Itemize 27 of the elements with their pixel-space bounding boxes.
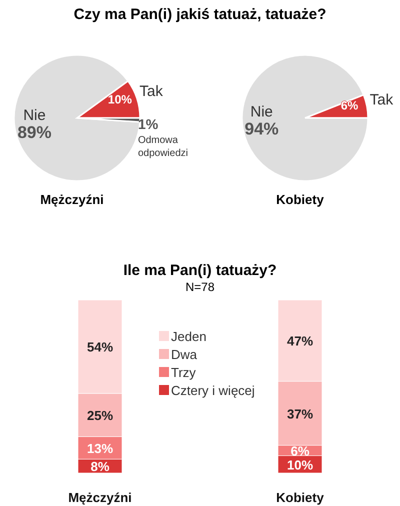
data-label: 13% — [86, 440, 114, 456]
data-label: 47% — [286, 334, 314, 349]
data-label: 10% — [286, 457, 314, 472]
slice-label: Nie — [23, 106, 46, 124]
text: Kobiety — [275, 192, 325, 207]
data-label: 54% — [86, 340, 114, 355]
slice-label: Tak — [140, 83, 164, 100]
chart-title: Ile ma Pan(i) tatuaży? — [122, 262, 278, 280]
slice-label: Tak — [370, 92, 394, 109]
slice-label: Nie — [250, 103, 273, 120]
legend-label: Trzy — [171, 364, 196, 380]
data-label: 6% — [290, 444, 310, 459]
chart-title: Czy ma Pan(i) jakiś tatuaż, tatuaże? — [72, 6, 328, 23]
data-label: 1% — [138, 116, 159, 132]
chart-subtitle: N=78 — [184, 280, 216, 296]
data-label: 25% — [86, 408, 114, 424]
data-label: 94% — [244, 119, 279, 138]
slice-label: Odmowa odpowiedzi — [138, 135, 188, 160]
data-label: 89% — [17, 122, 52, 142]
data-label: 10% — [108, 92, 132, 106]
legend-label: Cztery i więcej — [171, 382, 255, 398]
data-label: 8% — [90, 459, 110, 474]
text: Mężczyźni — [39, 192, 105, 207]
legend-label: Jeden — [171, 328, 206, 344]
legend-label: Dwa — [171, 346, 198, 362]
data-label: 37% — [286, 406, 314, 422]
pie-slice — [241, 54, 369, 182]
